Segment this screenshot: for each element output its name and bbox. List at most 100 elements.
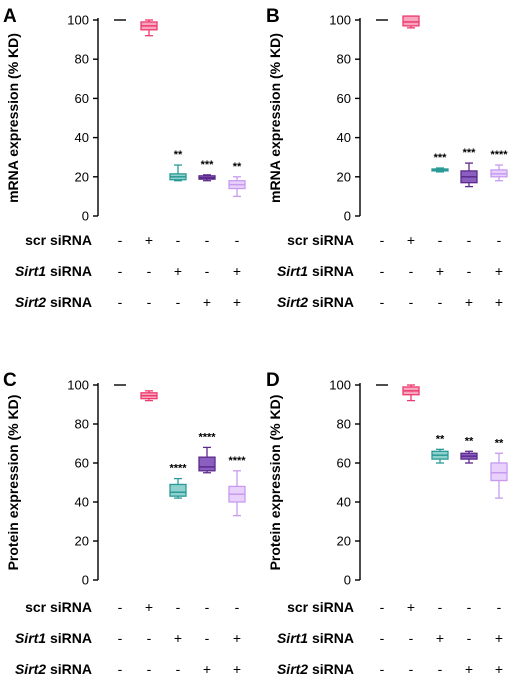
- y-tick-label: 60: [75, 91, 89, 106]
- condition-sign: -: [467, 263, 472, 279]
- y-tick-label: 0: [344, 573, 351, 588]
- significance-label: ****: [198, 431, 216, 443]
- y-tick-label: 100: [329, 13, 351, 28]
- condition-sign: +: [407, 599, 415, 615]
- y-tick-label: 60: [337, 456, 351, 471]
- significance-label: **: [465, 435, 474, 447]
- condition-suffix: scr siRNA: [25, 599, 92, 615]
- box-group-2: [140, 390, 158, 402]
- y-axis-label: mRNA expression (% KD): [267, 33, 283, 203]
- condition-sign: -: [205, 232, 210, 248]
- condition-sign: -: [147, 661, 152, 677]
- y-tick-label: 100: [329, 378, 351, 393]
- condition-label: Sirt1 siRNA: [277, 263, 354, 279]
- y-tick-label: 40: [75, 495, 89, 510]
- condition-sign: -: [118, 263, 123, 279]
- y-tick-label: 0: [82, 573, 89, 588]
- significance-label: **: [174, 149, 183, 161]
- condition-label: Sirt2 siRNA: [277, 294, 354, 310]
- condition-sign: -: [409, 294, 414, 310]
- box-group-5: **: [490, 437, 508, 499]
- condition-sign: -: [380, 263, 385, 279]
- condition-suffix: siRNA: [46, 630, 92, 646]
- box-group-3: **: [169, 149, 187, 182]
- box-group-5: ****: [228, 455, 246, 517]
- condition-sign: -: [380, 630, 385, 646]
- condition-gene: Sirt2: [277, 661, 308, 677]
- condition-gene: Sirt2: [15, 294, 46, 310]
- y-tick-label: 40: [75, 130, 89, 145]
- condition-sign: -: [409, 263, 414, 279]
- significance-label: ***: [201, 159, 215, 171]
- y-tick-label: 20: [75, 534, 89, 549]
- condition-sign: +: [436, 630, 444, 646]
- y-tick-label: 20: [337, 169, 351, 184]
- y-tick-label: 60: [337, 91, 351, 106]
- condition-sign: -: [497, 232, 502, 248]
- condition-sign: -: [497, 599, 502, 615]
- condition-label: scr siRNA: [287, 232, 354, 248]
- condition-gene: Sirt2: [277, 294, 308, 310]
- condition-sign: -: [205, 630, 210, 646]
- y-tick-label: 100: [67, 378, 89, 393]
- y-tick-label: 0: [344, 209, 351, 224]
- condition-suffix: scr siRNA: [287, 232, 354, 248]
- box: [490, 462, 508, 482]
- condition-sign: +: [233, 263, 241, 279]
- condition-label: Sirt2 siRNA: [15, 661, 92, 677]
- condition-sign: +: [436, 263, 444, 279]
- y-tick-label: 0: [82, 209, 89, 224]
- box-group-4: ***: [198, 159, 216, 182]
- y-tick-label: 100: [67, 13, 89, 28]
- condition-sign: +: [495, 294, 503, 310]
- condition-sign: -: [205, 599, 210, 615]
- condition-label: scr siRNA: [287, 599, 354, 615]
- panel-letter: C: [3, 370, 17, 391]
- y-tick-label: 80: [337, 52, 351, 67]
- condition-sign: -: [380, 599, 385, 615]
- y-axis-label: Protein expression (% KD): [267, 395, 283, 571]
- condition-gene: Sirt1: [277, 630, 308, 646]
- box-group-2: [402, 384, 420, 402]
- condition-sign: +: [407, 232, 415, 248]
- significance-label: ***: [434, 152, 448, 164]
- condition-sign: -: [118, 599, 123, 615]
- box-group-5: ****: [490, 149, 508, 182]
- condition-sign: -: [409, 661, 414, 677]
- box-group-2: [140, 19, 158, 37]
- condition-sign: +: [495, 661, 503, 677]
- significance-label: ****: [228, 455, 246, 467]
- condition-sign: -: [380, 294, 385, 310]
- condition-sign: -: [467, 599, 472, 615]
- condition-sign: -: [176, 661, 181, 677]
- box: [198, 456, 216, 472]
- y-tick-label: 20: [75, 169, 89, 184]
- condition-sign: -: [176, 232, 181, 248]
- condition-suffix: siRNA: [46, 294, 92, 310]
- box-group-3: ****: [169, 463, 187, 499]
- condition-sign: -: [118, 232, 123, 248]
- condition-sign: -: [147, 263, 152, 279]
- box: [169, 483, 187, 497]
- condition-sign: -: [467, 630, 472, 646]
- condition-sign: +: [495, 263, 503, 279]
- condition-gene: Sirt1: [15, 630, 46, 646]
- box-group-5: **: [228, 161, 246, 198]
- y-tick-label: 80: [337, 417, 351, 432]
- condition-suffix: siRNA: [308, 630, 354, 646]
- condition-sign: -: [235, 232, 240, 248]
- condition-sign: +: [465, 661, 473, 677]
- condition-label: Sirt1 siRNA: [15, 263, 92, 279]
- condition-sign: -: [235, 599, 240, 615]
- condition-sign: -: [380, 232, 385, 248]
- box-group-3: ***: [431, 152, 449, 173]
- condition-sign: -: [176, 294, 181, 310]
- condition-suffix: siRNA: [308, 661, 354, 677]
- significance-label: ***: [463, 147, 477, 159]
- y-axis-label: Protein expression (% KD): [5, 395, 21, 571]
- condition-label: scr siRNA: [25, 232, 92, 248]
- condition-label: scr siRNA: [25, 599, 92, 615]
- condition-sign: +: [145, 232, 153, 248]
- condition-sign: +: [233, 661, 241, 677]
